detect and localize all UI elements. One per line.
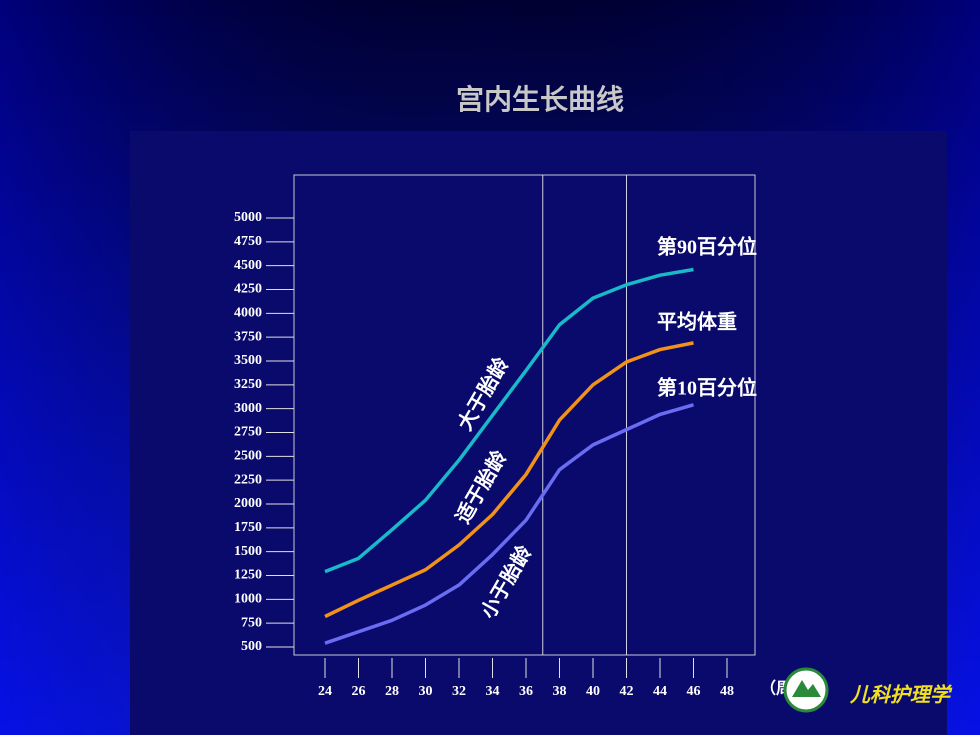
y-tick-label: 2000 xyxy=(234,496,262,511)
y-tick-label: 2250 xyxy=(234,472,262,487)
x-tick-label: 30 xyxy=(419,684,433,699)
y-tick-label: 5000 xyxy=(234,210,262,225)
series-label: 第10百分位 xyxy=(657,376,757,400)
y-tick-label: 1000 xyxy=(234,592,262,607)
x-tick-label: 32 xyxy=(452,684,466,699)
x-tick-label: 40 xyxy=(586,684,600,699)
y-tick-label: 4750 xyxy=(234,234,262,249)
x-tick-label: 46 xyxy=(687,684,701,699)
footer: 儿科护理学 xyxy=(849,684,953,707)
series-label: 平均体重 xyxy=(657,310,737,334)
y-tick-label: 3000 xyxy=(234,401,262,416)
y-tick-label: 1750 xyxy=(234,520,262,535)
plot-frame xyxy=(293,174,756,656)
y-tick-label: 3500 xyxy=(234,353,262,368)
x-tick-label: 24 xyxy=(318,684,332,699)
x-tick-label: 48 xyxy=(720,684,734,699)
y-tick-label: 4500 xyxy=(234,258,262,273)
series-label: 第90百分位 xyxy=(657,235,757,259)
logo-mark xyxy=(792,680,821,697)
x-tick-label: 36 xyxy=(519,684,533,699)
y-tick-label: 750 xyxy=(241,615,262,630)
chart-title: 宫内生长曲线 xyxy=(456,83,624,116)
series-line xyxy=(324,341,694,619)
x-tick-label: 28 xyxy=(385,684,399,699)
y-tick-label: 2750 xyxy=(234,425,262,440)
series-line xyxy=(324,403,694,645)
y-tick-label: 1500 xyxy=(234,544,262,559)
y-tick-label: 2500 xyxy=(234,449,262,464)
series-line xyxy=(324,267,694,574)
y-tick-label: 500 xyxy=(241,639,262,654)
x-tick-label: 34 xyxy=(486,684,500,699)
x-tick-label: 26 xyxy=(352,684,366,699)
x-tick-label: 42 xyxy=(620,684,634,699)
x-tick-label: 38 xyxy=(553,684,567,699)
y-tick-label: 4000 xyxy=(234,306,262,321)
y-tick-label: 4250 xyxy=(234,282,262,297)
y-tick-label: 1250 xyxy=(234,568,262,583)
x-tick-label: 44 xyxy=(653,684,667,699)
y-tick-label: 3750 xyxy=(234,329,262,344)
y-tick-label: 3250 xyxy=(234,377,262,392)
